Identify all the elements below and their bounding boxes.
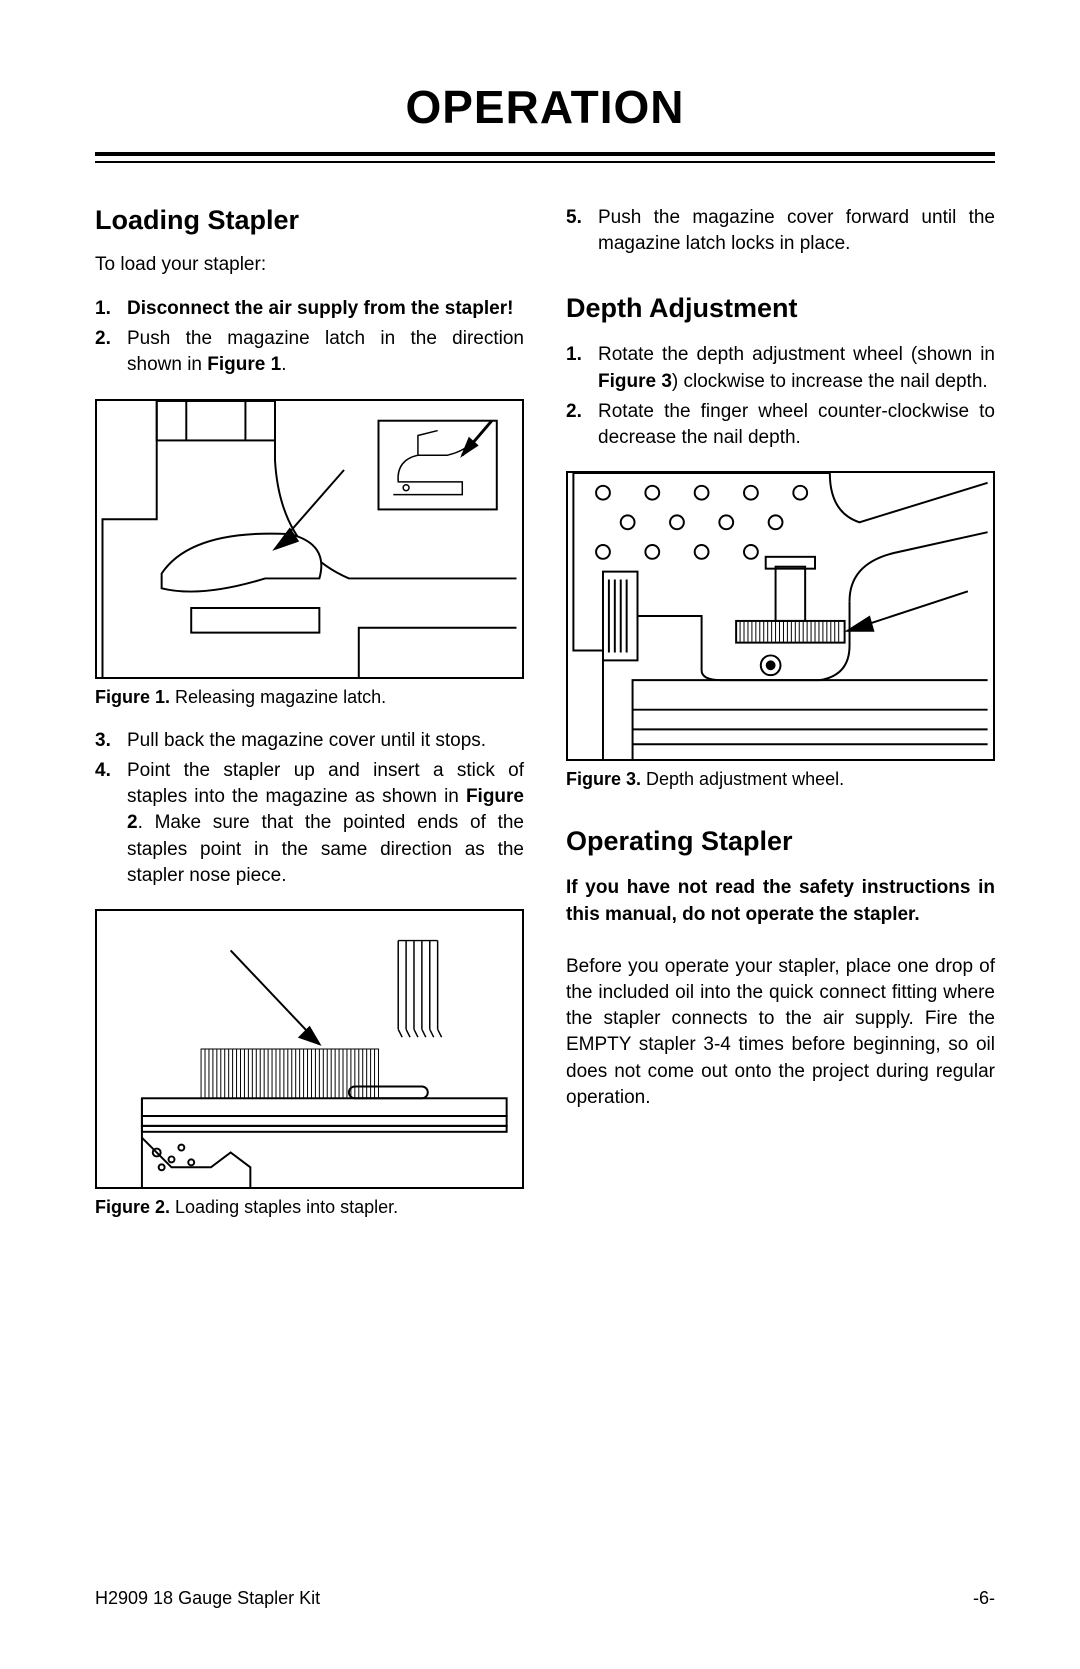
left-column: Loading Stapler To load your stapler: 1.… xyxy=(95,205,524,1238)
figure-1-svg xyxy=(97,401,522,677)
figure-3 xyxy=(566,471,995,761)
page-footer: H2909 18 Gauge Stapler Kit -6- xyxy=(95,1588,995,1609)
figure-3-caption: Figure 3. Depth adjustment wheel. xyxy=(566,769,995,790)
step-number: 3. xyxy=(95,728,127,754)
figure-1 xyxy=(95,399,524,679)
step-number: 1. xyxy=(566,342,598,394)
depth-step-1: 1. Rotate the depth adjustment wheel (sh… xyxy=(566,342,995,394)
step-1: 1. Disconnect the air supply from the st… xyxy=(95,296,524,322)
step-text: Rotate the finger wheel counter-clockwis… xyxy=(598,399,995,451)
figure-3-svg xyxy=(568,473,993,759)
rule-thin xyxy=(95,161,995,163)
loading-steps-5: 5. Push the magazine cover forward until… xyxy=(566,205,995,257)
step-number: 4. xyxy=(95,758,127,889)
operating-paragraph: Before you operate your stapler, place o… xyxy=(566,954,995,1111)
loading-steps-1-2: 1. Disconnect the air supply from the st… xyxy=(95,296,524,379)
step-text: Point the stapler up and insert a stick … xyxy=(127,758,524,889)
step-number: 1. xyxy=(95,296,127,322)
figure-2 xyxy=(95,909,524,1189)
depth-steps: 1. Rotate the depth adjustment wheel (sh… xyxy=(566,342,995,451)
step-2: 2. Push the magazine latch in the direct… xyxy=(95,326,524,378)
safety-warning: If you have not read the safety instruct… xyxy=(566,875,995,927)
figure-1-caption: Figure 1. Releasing magazine latch. xyxy=(95,687,524,708)
step-number: 2. xyxy=(566,399,598,451)
figure-2-svg xyxy=(97,911,522,1187)
step-text: Disconnect the air supply from the stapl… xyxy=(127,296,524,322)
rule-thick xyxy=(95,152,995,156)
step-text: Push the magazine latch in the direction… xyxy=(127,326,524,378)
section-depth-adjustment: Depth Adjustment xyxy=(566,293,995,324)
loading-steps-3-4: 3. Pull back the magazine cover until it… xyxy=(95,728,524,889)
two-column-layout: Loading Stapler To load your stapler: 1.… xyxy=(95,205,995,1238)
section-operating-stapler: Operating Stapler xyxy=(566,826,995,857)
step-text: Pull back the magazine cover until it st… xyxy=(127,728,524,754)
page-title: OPERATION xyxy=(95,80,995,134)
step-text: Push the magazine cover forward until th… xyxy=(598,205,995,257)
right-column: 5. Push the magazine cover forward until… xyxy=(566,205,995,1238)
footer-product: H2909 18 Gauge Stapler Kit xyxy=(95,1588,320,1609)
step-5: 5. Push the magazine cover forward until… xyxy=(566,205,995,257)
depth-step-2: 2. Rotate the finger wheel counter-clock… xyxy=(566,399,995,451)
step-number: 2. xyxy=(95,326,127,378)
step-number: 5. xyxy=(566,205,598,257)
step-4: 4. Point the stapler up and insert a sti… xyxy=(95,758,524,889)
intro-text: To load your stapler: xyxy=(95,254,524,276)
step-3: 3. Pull back the magazine cover until it… xyxy=(95,728,524,754)
section-loading-stapler: Loading Stapler xyxy=(95,205,524,236)
footer-page-number: -6- xyxy=(973,1588,995,1609)
manual-page: OPERATION Loading Stapler To load your s… xyxy=(0,0,1080,1669)
step-text: Rotate the depth adjustment wheel (shown… xyxy=(598,342,995,394)
figure-2-caption: Figure 2. Loading staples into stapler. xyxy=(95,1197,524,1218)
